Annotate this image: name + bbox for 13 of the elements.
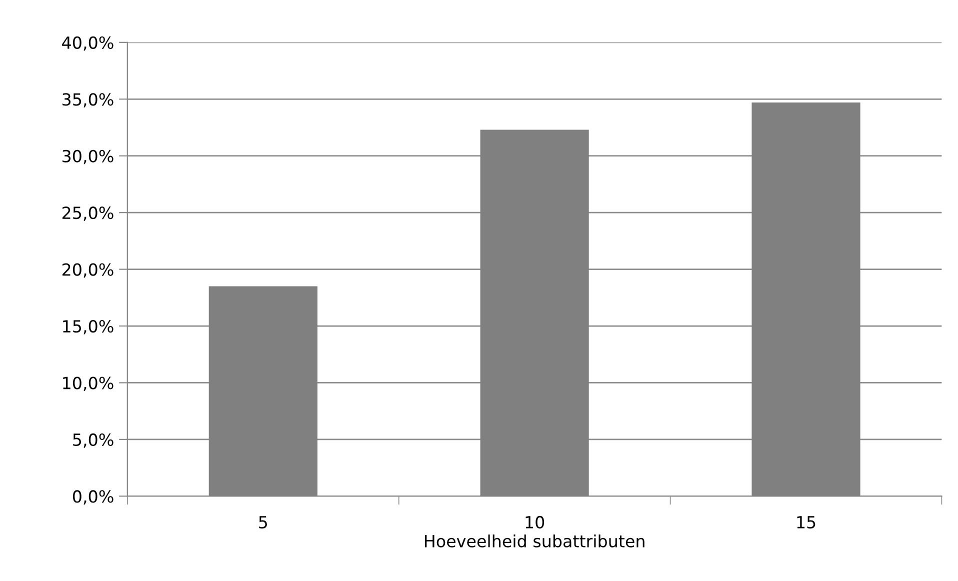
y-tick-label: 35,0%	[62, 93, 114, 108]
x-tick-label: 5	[259, 516, 267, 529]
y-tick-label: 25,0%	[62, 206, 114, 221]
x-tick-label: 10	[526, 516, 544, 529]
y-tick-label: 5,0%	[73, 433, 114, 448]
x-axis-title: Hoeveelheid subattributen	[425, 534, 644, 548]
y-tick-label: 40,0%	[62, 36, 114, 51]
y-tick-label: 10,0%	[63, 376, 114, 392]
y-tick-label: 0,0%	[72, 490, 114, 504]
y-tick-label: 15,0%	[63, 320, 114, 334]
y-tick-label: 20,0%	[62, 263, 114, 278]
x-tick-label: 15	[797, 516, 816, 529]
y-tick-label: 30,0%	[62, 150, 114, 164]
